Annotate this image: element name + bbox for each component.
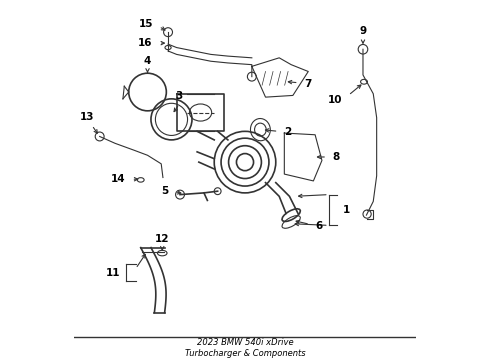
Text: 15: 15 — [139, 19, 153, 28]
Text: 7: 7 — [304, 79, 312, 89]
Text: 3: 3 — [176, 91, 183, 100]
Text: 6: 6 — [315, 221, 322, 231]
Text: 2: 2 — [284, 127, 291, 138]
Text: 2023 BMW 540i xDrive
Turbocharger & Components: 2023 BMW 540i xDrive Turbocharger & Comp… — [185, 338, 305, 357]
Text: 14: 14 — [111, 174, 125, 184]
Text: 16: 16 — [138, 38, 152, 48]
Text: 9: 9 — [360, 26, 367, 36]
Text: 4: 4 — [143, 56, 150, 66]
Text: 12: 12 — [155, 234, 170, 243]
Text: 1: 1 — [343, 205, 350, 215]
Text: 11: 11 — [105, 267, 120, 278]
Text: 5: 5 — [161, 186, 169, 196]
Text: 10: 10 — [328, 95, 343, 105]
Text: 8: 8 — [332, 152, 340, 162]
Text: 13: 13 — [80, 112, 94, 122]
